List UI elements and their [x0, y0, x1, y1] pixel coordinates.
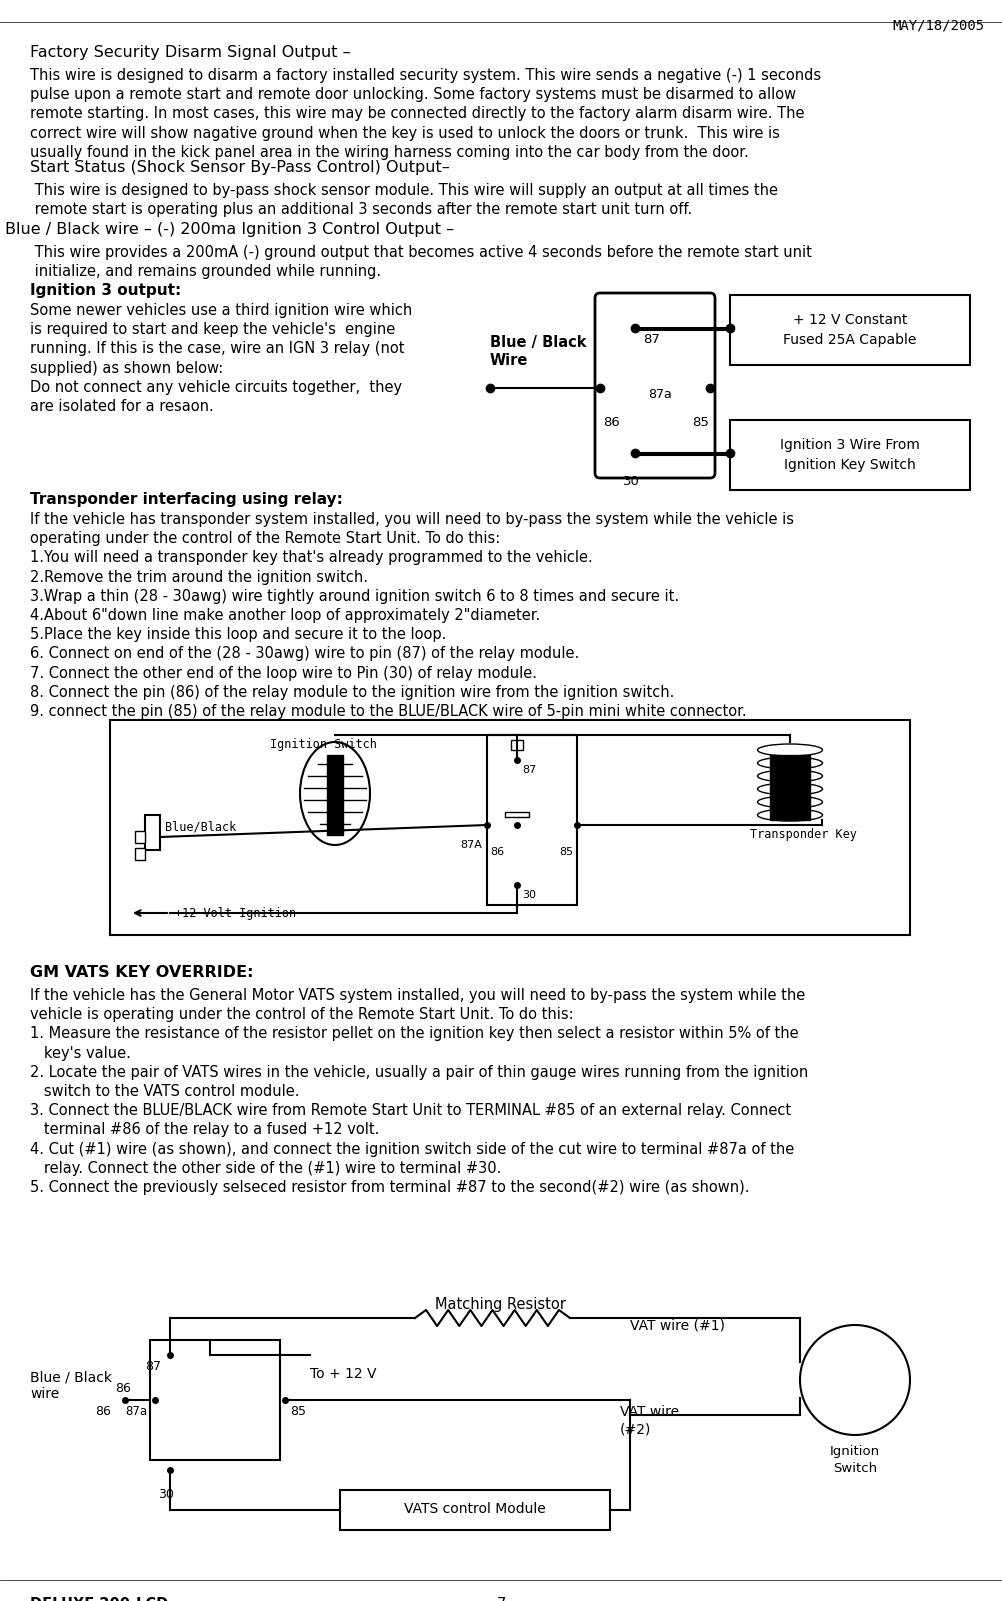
Text: Some newer vehicles use a third ignition wire which
is required to start and kee: Some newer vehicles use a third ignition…	[30, 303, 412, 415]
Text: Wire: Wire	[490, 352, 528, 368]
Text: Blue / Black: Blue / Black	[30, 1370, 112, 1383]
Text: 86: 86	[490, 847, 504, 857]
Text: 86: 86	[602, 416, 619, 429]
Text: (#2): (#2)	[619, 1422, 650, 1436]
Ellipse shape	[800, 1326, 909, 1434]
Bar	[770, 756, 810, 820]
Ellipse shape	[300, 741, 370, 845]
Bar	[145, 815, 160, 850]
Text: VAT wire: VAT wire	[619, 1406, 678, 1418]
Text: Blue/Black: Blue/Black	[165, 820, 236, 833]
Text: Ignition 3 Wire From: Ignition 3 Wire From	[780, 439, 919, 451]
Text: Transponder Key: Transponder Key	[749, 828, 856, 841]
Text: VAT wire (#1): VAT wire (#1)	[629, 1318, 724, 1332]
Text: 87: 87	[521, 765, 536, 775]
Text: 30: 30	[622, 475, 639, 488]
Text: Blue / Black: Blue / Black	[490, 335, 586, 351]
Text: To + 12 V: To + 12 V	[310, 1367, 376, 1382]
Text: 87: 87	[642, 333, 659, 346]
Text: 85: 85	[691, 416, 708, 429]
Bar	[135, 849, 145, 860]
Text: Matching Resistor: Matching Resistor	[434, 1297, 565, 1311]
Text: wire: wire	[30, 1386, 59, 1401]
Text: Ignition Switch: Ignition Switch	[270, 738, 377, 751]
Bar	[340, 1491, 609, 1531]
Text: 85: 85	[290, 1406, 306, 1418]
Text: Blue / Black wire – (-) 200ma Ignition 3 Control Output –: Blue / Black wire – (-) 200ma Ignition 3…	[5, 223, 454, 237]
Text: +12 Volt Ignition: +12 Volt Ignition	[174, 908, 296, 921]
Text: 87A: 87A	[460, 841, 482, 850]
Text: This wire is designed to disarm a factory installed security system. This wire s: This wire is designed to disarm a factor…	[30, 67, 821, 160]
Bar	[729, 295, 969, 365]
Text: Switch: Switch	[832, 1462, 876, 1475]
Text: + 12 V Constant: + 12 V Constant	[792, 314, 906, 327]
Bar	[487, 735, 576, 905]
Bar	[135, 831, 145, 844]
Text: Start Status (Shock Sensor By-Pass Control) Output–: Start Status (Shock Sensor By-Pass Contr…	[30, 160, 449, 175]
Text: Fused 25A Capable: Fused 25A Capable	[783, 333, 916, 347]
Text: 86: 86	[115, 1382, 130, 1394]
Text: Ignition: Ignition	[829, 1446, 879, 1459]
Text: This wire is designed to by-pass shock sensor module. This wire will supply an o: This wire is designed to by-pass shock s…	[30, 183, 778, 218]
Bar	[729, 419, 969, 490]
Bar	[150, 1340, 280, 1460]
Text: Transponder interfacing using relay:: Transponder interfacing using relay:	[30, 492, 343, 508]
Text: 85: 85	[558, 847, 572, 857]
Bar	[510, 740, 522, 749]
Text: Ignition 3 output:: Ignition 3 output:	[30, 283, 181, 298]
Text: MAY/18/2005: MAY/18/2005	[892, 18, 984, 32]
Bar	[504, 812, 528, 817]
Text: Ignition Key Switch: Ignition Key Switch	[784, 458, 915, 472]
Text: This wire provides a 200mA (-) ground output that becomes active 4 seconds befor: This wire provides a 200mA (-) ground ou…	[30, 245, 811, 279]
Text: 86: 86	[95, 1406, 111, 1418]
Text: DELUXE 200-LCD: DELUXE 200-LCD	[30, 1598, 168, 1601]
Text: 87a: 87a	[647, 387, 671, 400]
Text: GM VATS KEY OVERRIDE:: GM VATS KEY OVERRIDE:	[30, 965, 254, 980]
Bar	[327, 756, 343, 836]
Text: If the vehicle has the General Motor VATS system installed, you will need to by-: If the vehicle has the General Motor VAT…	[30, 988, 808, 1194]
Text: 87: 87	[145, 1359, 161, 1374]
Text: 30: 30	[521, 890, 535, 900]
Text: 87a: 87a	[125, 1406, 147, 1418]
Text: If the vehicle has transponder system installed, you will need to by-pass the sy: If the vehicle has transponder system in…	[30, 512, 794, 719]
Text: 7: 7	[496, 1598, 505, 1601]
Text: VATS control Module: VATS control Module	[404, 1502, 545, 1516]
FancyBboxPatch shape	[594, 293, 714, 479]
Text: Factory Security Disarm Signal Output –: Factory Security Disarm Signal Output –	[30, 45, 351, 59]
Text: 30: 30	[158, 1487, 173, 1502]
Bar	[110, 720, 909, 935]
